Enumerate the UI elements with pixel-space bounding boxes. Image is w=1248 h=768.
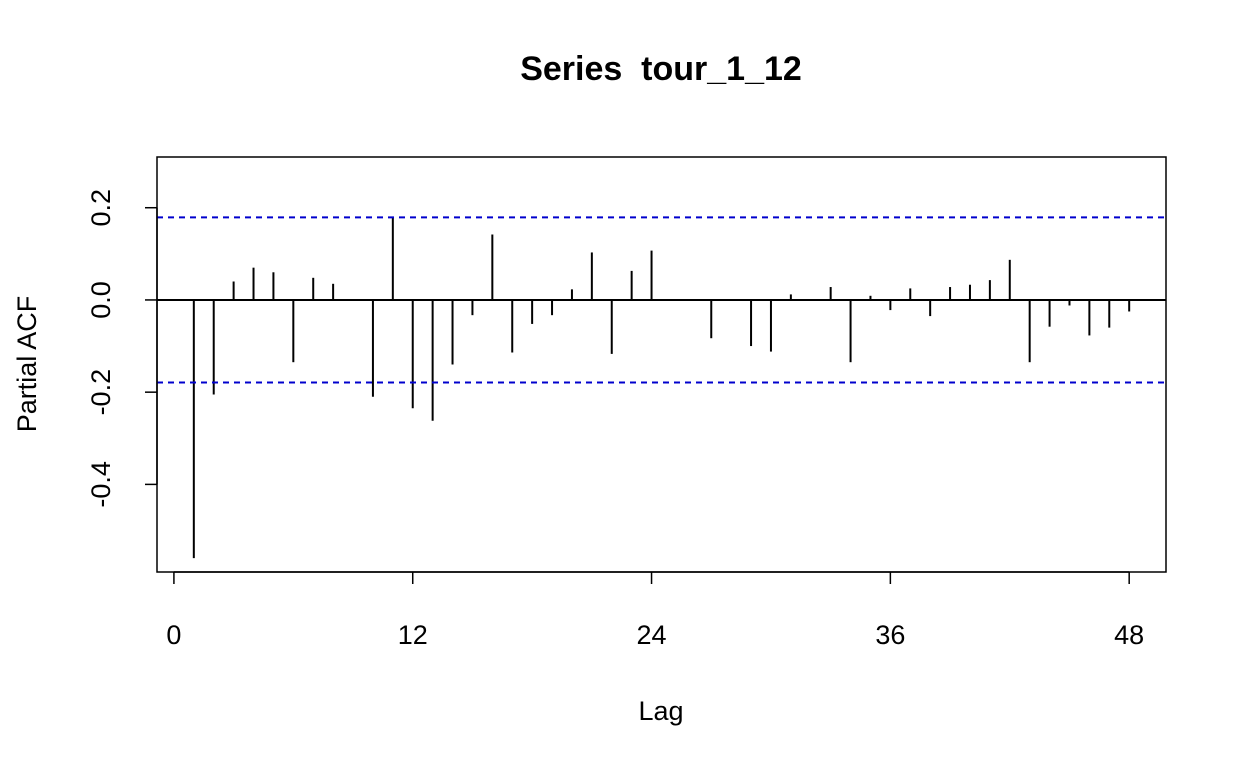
bars-layer — [157, 216, 1166, 559]
y-axis-label: Partial ACF — [12, 296, 42, 433]
chart-title: Series tour_1_12 — [520, 50, 802, 88]
y-tick-label-0: -0.4 — [86, 461, 116, 508]
y-tick-label-2: 0.0 — [86, 281, 116, 319]
x-tick-label-24: 24 — [637, 620, 667, 650]
y-tick-label-3: 0.2 — [86, 189, 116, 227]
x-axis-label: Lag — [638, 696, 683, 726]
x-tick-label-0: 0 — [166, 620, 181, 650]
x-tick-label-48: 48 — [1114, 620, 1144, 650]
y-tick-label-1: -0.2 — [86, 369, 116, 416]
y-axis: -0.4 -0.2 0.0 0.2 — [86, 189, 158, 508]
x-axis: 0 12 24 36 48 — [166, 571, 1144, 650]
x-tick-label-12: 12 — [398, 620, 428, 650]
confidence-layer — [157, 216, 1166, 384]
x-tick-label-36: 36 — [875, 620, 905, 650]
plot-frame — [156, 156, 1167, 573]
